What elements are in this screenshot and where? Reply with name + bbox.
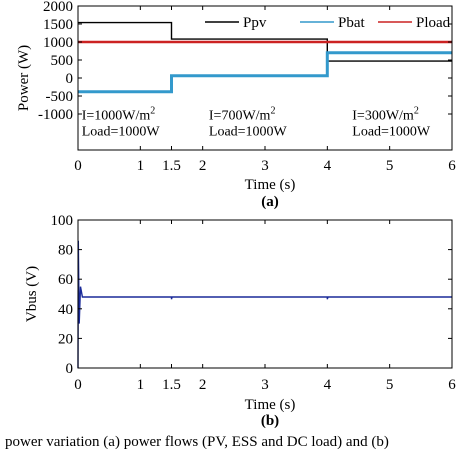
annotation-load: Load=1000W	[352, 124, 431, 139]
x-axis-label: Time (s)	[245, 177, 296, 193]
x-tick-label: 0	[74, 158, 82, 174]
y-tick-label: 500	[51, 53, 74, 69]
annotation-load: Load=1000W	[82, 124, 161, 139]
annotation-irradiance: I=1000W/m2	[82, 105, 156, 123]
y-tick-label: 0	[66, 361, 74, 377]
y-tick-label: 20	[58, 331, 73, 347]
series-line-ppv	[78, 21, 452, 62]
x-tick-label: 5	[386, 377, 394, 393]
x-tick-label: 1	[137, 158, 145, 174]
x-tick-label: 4	[324, 158, 332, 174]
y-tick-label: 100	[51, 213, 74, 229]
panel-a: 0 1 1.5 2 3 4 5 6 -1000 -500 0 500 1000 1500 2000 Time …	[16, 0, 456, 210]
y-tick-label: 0	[66, 71, 74, 87]
y-tick-label: 40	[58, 302, 73, 318]
y-axis-label: Vbus (V)	[24, 266, 40, 322]
y-tick-label: 80	[58, 243, 73, 259]
panel-label: (b)	[261, 413, 279, 429]
annotation-irradiance: I=300W/m2	[352, 105, 419, 123]
x-axis-label: Time (s)	[245, 397, 296, 413]
x-tick-label: 6	[448, 377, 456, 393]
panel-label: (a)	[261, 194, 279, 210]
legend-label: Ppv	[243, 15, 267, 31]
x-tick-label: 1	[137, 377, 145, 393]
annotation-load: Load=1000W	[209, 124, 288, 139]
legend: Ppv Pbat Pload	[205, 15, 451, 31]
legend-label: Pload	[416, 15, 451, 31]
x-tick-label: 1.5	[162, 158, 181, 174]
x-tick-label: 3	[261, 377, 269, 393]
plot-frame	[77, 219, 453, 369]
x-tick-label: 2	[199, 377, 207, 393]
x-tick-label: 4	[324, 377, 332, 393]
y-tick-label: 2000	[43, 0, 73, 15]
x-tick-label: 0	[74, 377, 82, 393]
y-tick-label: 1500	[43, 17, 73, 33]
y-tick-label: 60	[58, 272, 73, 288]
x-tick-label: 6	[448, 158, 456, 174]
x-tick-label: 3	[261, 158, 269, 174]
x-tick-label: 1.5	[162, 377, 181, 393]
series-line-pbat	[78, 51, 452, 94]
figure-caption: power variation (a) power flows (PV, ESS…	[5, 434, 389, 450]
y-axis-label: Power (W)	[16, 45, 32, 111]
series-line-vbus	[77, 240, 452, 369]
y-tick-label: -500	[46, 89, 74, 105]
legend-label: Pbat	[338, 15, 366, 31]
x-tick-label: 2	[199, 158, 207, 174]
y-tick-label: 1000	[43, 35, 73, 51]
y-tick-label: -1000	[38, 107, 73, 123]
x-tick-label: 5	[386, 158, 394, 174]
annotation-irradiance: I=700W/m2	[209, 105, 276, 123]
